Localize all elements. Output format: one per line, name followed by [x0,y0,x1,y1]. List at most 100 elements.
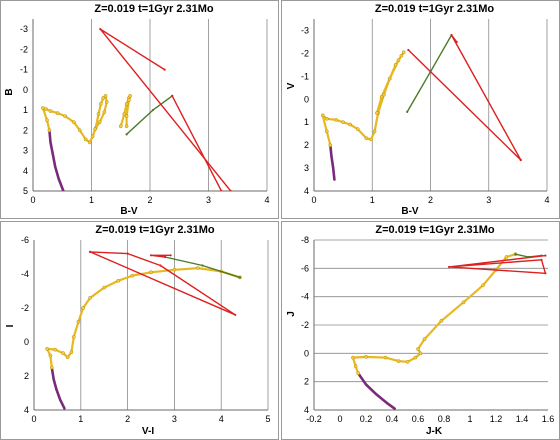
data-point [372,129,377,134]
x-tick-label: 1 [467,414,472,424]
x-tick-label: 0.4 [386,414,399,424]
x-tick-label: 2 [428,195,433,205]
data-point [171,94,174,97]
chart-title: Z=0.019 t=1Gyr 2.31Mo [375,3,495,15]
chart-title: Z=0.019 t=1Gyr 2.31Mo [375,224,495,236]
data-point [59,398,62,401]
data-point [234,313,237,316]
y-tick-label: -2 [301,320,309,330]
data-point [448,265,451,269]
chart-panel-1: 0 1 2 3 4 -3 -2 -1 0 1 2 3 4 5 Z=0.019 t=1Gyr 2.31Mo B-… [0,0,279,219]
series-line-6 [450,34,458,43]
data-point [418,351,423,356]
x-tick-label: 5 [265,414,270,424]
data-point [48,353,53,358]
data-point [333,178,336,181]
series-line-5 [407,49,522,161]
data-point [405,359,410,364]
data-point [102,285,107,290]
y-tick-label: 0 [24,337,29,347]
data-point [396,58,401,63]
data-point [238,276,242,279]
data-point [49,141,52,144]
chart-panel-4: -0.2 0 0.2 0.4 0.6 0.8 1 1.2 1.4 1.6 -8 -6 -4 -2 0 2 4 Z=… [281,221,560,440]
data-point [124,102,129,106]
data-point [544,272,547,275]
y-axis-label: J [286,311,297,317]
data-point [87,140,92,145]
data-point [72,120,76,125]
series-group [41,28,232,191]
data-point [53,347,57,352]
x-tick-label: 0 [311,195,316,205]
data-point [51,153,54,156]
data-point [383,355,388,360]
x-tick-label: 4 [219,414,224,424]
data-point [504,255,509,259]
data-point [149,270,153,275]
data-point [61,351,65,355]
x-tick-label: 1 [78,414,83,424]
y-tick-label: -6 [301,263,309,273]
data-point [126,252,129,255]
chart-title: Z=0.019 t=1Gyr 2.31Mo [94,3,214,15]
data-point [364,383,368,386]
data-point [54,165,57,168]
data-point [461,300,466,305]
data-point [416,347,420,351]
data-point [127,98,131,102]
data-point [324,129,329,134]
y-tick-label: -2 [301,48,309,58]
data-point [65,355,70,360]
data-point [353,364,358,368]
data-point [55,111,60,115]
data-point [393,63,398,67]
data-point [481,283,485,288]
data-point [514,253,517,256]
series-line-4 [450,34,522,161]
data-point [351,355,355,360]
y-tick-label: -8 [301,235,309,245]
x-tick-label: 1.2 [490,414,503,424]
y-tick-label: 0 [23,85,28,95]
data-point [124,114,129,118]
y-tick-label: -2 [21,303,29,313]
x-tick-label: 0.2 [360,414,373,424]
data-point [96,112,101,116]
data-point [97,120,102,125]
y-tick-label: 0 [304,348,309,358]
y-axis-label: B [4,88,15,95]
data-point [375,111,379,115]
x-tick-label: 3 [486,195,491,205]
x-axis-label: B-V [401,206,419,217]
data-point [348,122,352,127]
data-point [540,258,543,261]
x-tick-label: 1 [89,195,94,205]
data-point [195,266,200,270]
data-point [364,355,368,359]
y-tick-label: -4 [301,292,309,302]
data-point [130,273,135,278]
data-point [328,143,333,147]
data-point [57,177,60,180]
data-point [83,137,88,142]
data-point [450,33,453,37]
data-point [379,95,384,99]
chart-panel-2: 0 1 2 3 4 -3 -2 -1 0 1 2 3 4 Z=0.019 t=1Gyr 2.31Mo B-V… [281,0,560,219]
data-point [93,127,97,132]
data-point [45,346,49,351]
x-axis-label: B-V [120,206,138,217]
data-point [49,365,54,370]
chart-title: Z=0.019 t=1Gyr 2.31Mo [95,224,215,236]
data-point [169,254,172,257]
data-point [128,94,132,98]
x-tick-label: 0 [31,414,36,424]
data-point [375,393,378,396]
y-tick-label: 2 [304,377,309,387]
x-tick-label: 1.6 [542,414,555,424]
data-point [332,166,335,170]
data-point [406,110,409,113]
y-tick-label: -2 [20,44,28,54]
data-point [44,107,48,111]
y-tick-label: 3 [23,146,28,156]
